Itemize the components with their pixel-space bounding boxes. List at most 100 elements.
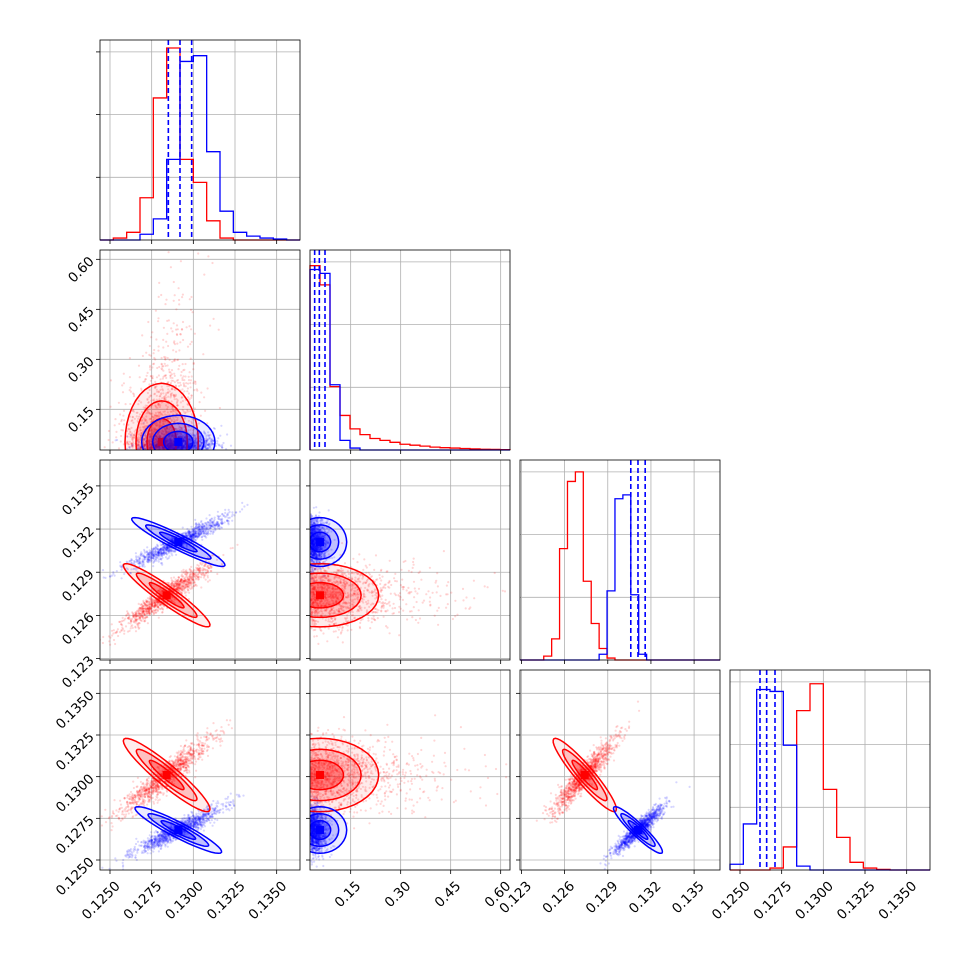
scatter-panel-3-0: 0.12500.12750.13000.13250.13500.12500.12… (53, 669, 301, 923)
scatter-layer (310, 506, 507, 646)
contour-level-1 (310, 516, 348, 568)
contour-level-2 (135, 400, 189, 450)
red-contours (122, 562, 211, 628)
contour-level-2 (310, 748, 362, 802)
panel-frame (309, 669, 511, 871)
x-tick-label: 0.126 (540, 878, 579, 917)
diag-panel-2 (519, 459, 721, 664)
x-tick-label: 0.1325 (834, 878, 879, 923)
panel-frame (309, 249, 511, 451)
scatter-layer (100, 501, 249, 646)
density-peak (174, 538, 183, 547)
contour-level-2 (310, 524, 340, 560)
scatter-panel-2-0: 0.123 0.126 0.129 0.132 0.135 (59, 459, 301, 692)
y-tick-label: 0.60 (65, 254, 98, 287)
x-tick-label: 0.1250 (709, 878, 754, 923)
y-tick-label: 0.123 (59, 653, 98, 692)
blue-contours (131, 516, 226, 568)
red-contours (310, 562, 380, 628)
x-tick-label: 0.1300 (162, 878, 207, 923)
blue-contours (310, 805, 348, 855)
contour-level-2 (310, 572, 362, 619)
red-points (310, 714, 508, 842)
density-peak (157, 438, 166, 446)
x-tick-label: 0.1350 (876, 878, 921, 923)
contour-level-1 (140, 414, 216, 450)
contour-level-1 (310, 562, 380, 628)
diag-panel-1 (309, 249, 511, 454)
red-contours (552, 737, 618, 813)
scatter-layer (100, 719, 245, 870)
x-tick-label: 0.1250 (79, 878, 124, 923)
blue-contours (612, 805, 664, 855)
panel-frame (519, 669, 721, 871)
blue-contours (134, 805, 223, 855)
x-tick-label: 0.1350 (246, 878, 291, 923)
panel-frame (99, 39, 301, 241)
scatter-panel-2-1 (306, 459, 511, 664)
red-histogram (520, 471, 720, 661)
density-peak (316, 771, 324, 779)
blue-histogram (309, 268, 510, 451)
scatter-panel-1-0: 0.15 0.30 0.45 0.60 (65, 249, 301, 454)
density-peak (316, 591, 324, 600)
contour-level-1 (310, 737, 380, 813)
density-peak (174, 438, 183, 446)
x-tick-label: 0.1300 (792, 878, 837, 923)
red-histogram (100, 47, 300, 241)
scatter-layer (103, 251, 233, 450)
y-tick-label: 0.15 (65, 404, 98, 437)
panel-frame (309, 459, 511, 661)
y-tick-label: 0.132 (59, 523, 98, 562)
x-tick-label: 0.15 (332, 878, 365, 911)
x-tick-label: 0.132 (626, 878, 665, 917)
blue-contours (140, 414, 216, 450)
density-peak (316, 538, 324, 547)
scatter-panel-3-1: 0.15 0.30 0.45 0.60 (306, 669, 514, 911)
panel-frame (729, 669, 931, 871)
density-peak (162, 771, 171, 779)
y-tick-label: 0.1300 (53, 771, 98, 816)
contour-level-3 (310, 759, 345, 791)
density-peak (162, 591, 171, 600)
red-contours (122, 737, 211, 813)
blue-points (599, 781, 691, 870)
y-tick-label: 0.1350 (53, 688, 98, 733)
blue-histogram (100, 55, 300, 241)
x-tick-label: 0.30 (382, 878, 415, 911)
contour-level-3 (310, 581, 345, 609)
panel-frame (99, 459, 301, 661)
panel-frame (519, 459, 721, 661)
panel-frame (99, 249, 301, 451)
y-tick-label: 0.30 (65, 354, 98, 387)
y-tick-label: 0.126 (59, 610, 98, 649)
y-tick-label: 0.135 (59, 480, 98, 519)
scatter-layer (310, 714, 508, 868)
contour-level-1 (310, 805, 348, 855)
diag-panel-0 (96, 39, 301, 244)
x-tick-label: 0.45 (432, 878, 465, 911)
x-tick-label: 0.1275 (121, 878, 166, 923)
x-tick-label: 0.1325 (204, 878, 249, 923)
blue-contours (310, 516, 348, 568)
scatter-panel-3-2: 0.123 0.126 0.129 0.132 0.135 (496, 669, 721, 917)
contour-level-2 (310, 812, 340, 848)
y-tick-label: 0.1275 (53, 813, 98, 858)
x-tick-label: 0.129 (583, 878, 622, 917)
density-peak (174, 826, 183, 834)
blue-histogram (520, 494, 720, 661)
x-tick-label: 0.1275 (751, 878, 796, 923)
y-tick-label: 0.129 (59, 567, 98, 606)
density-peak (633, 826, 642, 834)
red-contours (310, 737, 380, 813)
contour-level-2 (151, 422, 205, 450)
panel-frame (99, 669, 301, 871)
density-peak (316, 826, 324, 834)
y-tick-label: 0.1325 (53, 729, 98, 774)
red-points (535, 700, 641, 824)
y-tick-label: 0.1250 (53, 854, 98, 899)
y-tick-label: 0.45 (65, 304, 98, 337)
x-tick-label: 0.135 (669, 878, 708, 917)
